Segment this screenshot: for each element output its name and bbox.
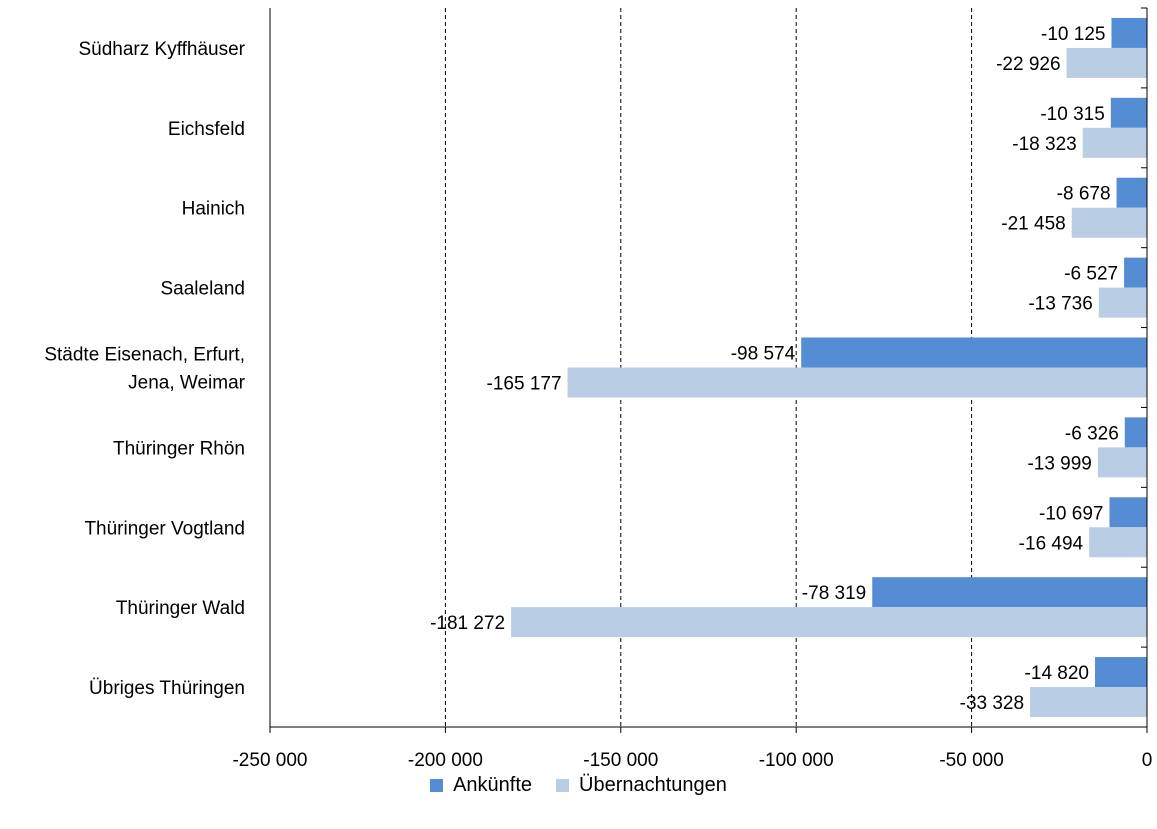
bar: [1098, 287, 1147, 318]
bar: [1066, 47, 1147, 78]
data-label: -13 999: [1027, 453, 1091, 474]
legend: Ankünfte Übernachtungen: [0, 774, 1157, 797]
data-labels: -10 125 -10 315 -8 678 -6 527 -98 574 -6 326 -…: [430, 24, 1119, 714]
category-labels: Südharz Kyffhäuser Eichsfeld Hainich Saalel…: [44, 39, 245, 699]
bar: [1095, 657, 1147, 688]
bar: [1082, 127, 1147, 158]
bar: [872, 577, 1147, 608]
category-label: Jena, Weimar: [128, 373, 246, 394]
x-tick-label: -50 000: [939, 750, 1003, 771]
x-tick-label: -200 000: [408, 750, 483, 771]
legend-swatch-ankuenfte: [430, 779, 444, 792]
category-label: Saaleland: [160, 279, 245, 300]
data-label: -78 319: [802, 583, 866, 604]
category-label: Übriges Thüringen: [89, 678, 245, 699]
bar: [1124, 257, 1147, 288]
data-label: -21 458: [1001, 214, 1065, 235]
x-tick-label: -250 000: [232, 750, 307, 771]
data-label: -165 177: [487, 374, 562, 395]
bar: [1071, 207, 1147, 238]
data-label: -181 272: [430, 613, 505, 634]
x-tick-label: -100 000: [759, 750, 834, 771]
legend-label-ankuenfte: Ankünfte: [453, 774, 533, 796]
category-label: Thüringer Rhön: [113, 438, 245, 459]
data-label: -16 494: [1019, 533, 1084, 554]
data-label: -22 926: [996, 54, 1060, 75]
bar: [1097, 447, 1147, 478]
data-label: -18 323: [1012, 134, 1076, 155]
data-label: -14 820: [1025, 663, 1089, 684]
data-label: -98 574: [731, 344, 796, 365]
bar: [1089, 527, 1147, 558]
data-label: -10 315: [1040, 104, 1104, 125]
bars: [511, 17, 1148, 718]
category-label: Städte Eisenach, Erfurt,: [44, 345, 245, 366]
category-label: Südharz Kyffhäuser: [78, 39, 245, 60]
data-label: -10 697: [1039, 503, 1103, 524]
category-label: Eichsfeld: [168, 119, 245, 140]
axes: [269, 7, 1148, 733]
data-label: -13 736: [1028, 294, 1092, 315]
data-label: -6 527: [1064, 264, 1118, 285]
data-label: -33 328: [960, 693, 1024, 714]
bar: [801, 337, 1147, 368]
legend-item-ankuenfte: Ankünfte: [430, 774, 532, 797]
category-label: Hainich: [182, 199, 245, 220]
legend-swatch-uebernachtungen: [556, 779, 570, 792]
x-tick-labels: -250 000 -200 000 -150 000 -100 000 -50 000 0: [232, 750, 1152, 771]
bar: [1110, 97, 1147, 128]
x-tick-label: -150 000: [583, 750, 658, 771]
data-label: -6 326: [1065, 423, 1119, 444]
bar: [1030, 687, 1147, 718]
legend-item-uebernachtungen: Übernachtungen: [556, 774, 727, 797]
bar: [1116, 177, 1147, 208]
legend-label-uebernachtungen: Übernachtungen: [579, 774, 727, 796]
category-label: Thüringer Vogtland: [84, 518, 245, 539]
category-label: Thüringer Wald: [116, 598, 245, 619]
data-label: -8 678: [1057, 184, 1111, 205]
bar: [511, 607, 1148, 638]
bar: [1111, 17, 1147, 48]
x-tick-label: 0: [1142, 750, 1153, 771]
bar: [1124, 417, 1147, 448]
bar: [1109, 497, 1147, 528]
data-label: -10 125: [1041, 24, 1105, 45]
bar: [567, 367, 1147, 398]
